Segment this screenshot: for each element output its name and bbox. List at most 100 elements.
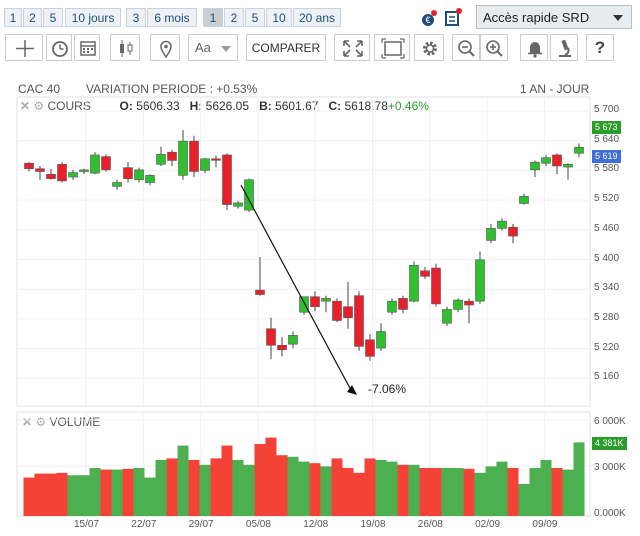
- candle-body: [354, 295, 364, 347]
- settings-button[interactable]: [414, 34, 444, 61]
- chart-type-button[interactable]: [110, 34, 140, 61]
- gear-icon[interactable]: ⚙: [35, 415, 47, 429]
- candle-body: [167, 151, 177, 161]
- volume-bar: [89, 468, 101, 516]
- candle-body: [68, 172, 78, 178]
- low-value: 5601.67: [275, 99, 319, 113]
- date-axis-label: 12/08: [303, 519, 329, 530]
- candle-body: [189, 140, 199, 172]
- period-button-group_c-4[interactable]: 20 ans: [293, 8, 341, 27]
- zoom-out-button[interactable]: [452, 34, 480, 61]
- close-value: 5618.78: [344, 99, 388, 113]
- volume-bar: [265, 437, 277, 516]
- text-tool-button[interactable]: Aa: [188, 34, 238, 61]
- candle-body: [35, 168, 45, 172]
- close-icon[interactable]: ✕: [22, 415, 33, 429]
- candle-body: [123, 167, 133, 179]
- period-button-group_b-1[interactable]: 6 mois: [147, 8, 197, 27]
- price-axis-label: 5 220: [594, 341, 620, 353]
- microscope-icon: [559, 39, 571, 57]
- low-key: B:: [259, 99, 272, 113]
- candle-body: [134, 169, 144, 181]
- candle-body: [46, 173, 56, 179]
- candle-body: [376, 331, 386, 349]
- period-button-group_c-1[interactable]: 2: [224, 8, 244, 27]
- candle-body: [442, 309, 452, 324]
- candle-body: [332, 300, 342, 321]
- euro-icon[interactable]: €: [420, 8, 440, 28]
- volume-axis-label: 6 000K: [594, 416, 626, 427]
- candle-body: [497, 220, 507, 229]
- candle-body: [508, 226, 518, 237]
- high-value: 5626.05: [205, 99, 250, 113]
- date-axis-label: 09/09: [532, 519, 558, 530]
- candle-body: [464, 300, 474, 306]
- candle-body: [310, 296, 320, 307]
- period-button-group_c-0[interactable]: 1: [203, 8, 223, 27]
- analysis-button[interactable]: [550, 34, 578, 61]
- gear-icon[interactable]: ⚙: [33, 99, 45, 113]
- volume-bar: [298, 461, 310, 516]
- volume-bar: [386, 461, 398, 516]
- history-button[interactable]: [46, 34, 72, 61]
- zoom-in-button[interactable]: [480, 34, 508, 61]
- candle-body: [541, 157, 551, 164]
- crosshair-button[interactable]: [5, 34, 43, 61]
- candle-body: [112, 182, 122, 187]
- last-price-tag: 5 619: [592, 150, 621, 163]
- candle-body: [519, 196, 529, 204]
- marker-button[interactable]: [150, 34, 180, 61]
- gear-icon: [423, 41, 437, 56]
- close-icon[interactable]: ✕: [20, 99, 31, 113]
- period-button-group_a-1[interactable]: 2: [23, 8, 42, 27]
- candle-body: [453, 299, 463, 310]
- bell-icon: [528, 42, 542, 58]
- close-key: C:: [328, 99, 342, 113]
- volume-label: VOLUME: [49, 415, 101, 429]
- price-panel-frame: [16, 96, 591, 407]
- candle-body: [398, 298, 408, 310]
- period-button-group_a-2[interactable]: 5: [43, 8, 63, 27]
- volume-bar: [309, 463, 321, 516]
- period-button-group_c-2[interactable]: 5: [245, 8, 265, 27]
- candle-body: [79, 169, 89, 172]
- period-button-group_c-3[interactable]: 10: [266, 8, 292, 27]
- period-button-group_a-0[interactable]: 1: [4, 8, 22, 27]
- volume-bar: [34, 473, 46, 516]
- candle-body: [299, 296, 309, 313]
- volume-bar: [243, 464, 255, 516]
- volume-bar: [353, 472, 365, 516]
- candle-body: [222, 154, 232, 205]
- candle-body: [145, 175, 155, 183]
- chart-range: 1 AN - JOUR: [520, 82, 590, 96]
- volume-bar: [397, 464, 409, 516]
- volume-bar: [210, 458, 222, 516]
- volume-tag: 4 381K: [592, 437, 627, 450]
- period-button-group_a-3[interactable]: 10 jours: [65, 8, 121, 27]
- volume-bar: [67, 475, 79, 516]
- volume-bar: [518, 484, 530, 516]
- fit-button[interactable]: [374, 34, 410, 61]
- quick-access-select[interactable]: Accès rapide SRD: [476, 5, 632, 29]
- trend-line: [240, 184, 353, 393]
- date-axis-label: 05/08: [245, 519, 271, 530]
- help-button[interactable]: ?: [586, 34, 614, 61]
- period-button-group_b-0[interactable]: 3: [126, 8, 146, 27]
- volume-bar: [430, 468, 442, 516]
- volume-bar: [529, 468, 541, 516]
- ohlc-legend: ✕ ⚙ COURS O: 5606.33 H: 5626.05 B: 5601.…: [20, 99, 429, 113]
- svg-text:€: €: [425, 15, 430, 25]
- price-axis-label: 5 700: [594, 104, 620, 115]
- price-axis-label: 5 640: [594, 133, 620, 145]
- compare-button[interactable]: COMPARER: [246, 34, 326, 61]
- chevron-down-icon: [613, 15, 623, 21]
- alert-button[interactable]: [520, 34, 548, 61]
- fullscreen-button[interactable]: [334, 34, 370, 61]
- calendar-button[interactable]: [74, 34, 100, 61]
- text-tool-label: Aa: [195, 40, 211, 55]
- news-icon[interactable]: [444, 6, 464, 28]
- price-axis-label: 5 160: [594, 371, 620, 383]
- volume-bar: [232, 460, 244, 516]
- date-axis-label: 26/08: [417, 519, 443, 530]
